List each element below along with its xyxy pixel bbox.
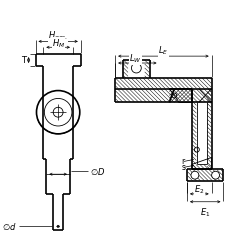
Text: $\varnothing d$: $\varnothing d$	[2, 221, 17, 232]
Text: $E_1$: $E_1$	[200, 207, 210, 219]
Text: $H_M$: $H_M$	[52, 37, 65, 50]
Circle shape	[212, 171, 220, 179]
Text: T: T	[21, 56, 26, 64]
Text: $\varnothing D$: $\varnothing D$	[90, 166, 105, 177]
Text: $L_E$: $L_E$	[158, 45, 168, 58]
Circle shape	[191, 171, 199, 179]
Text: $L_W$: $L_W$	[129, 53, 142, 65]
Text: r: r	[181, 157, 184, 166]
Text: $E_2$: $E_2$	[194, 184, 204, 196]
Text: s: s	[181, 163, 185, 172]
Text: $H_{ges.}$: $H_{ges.}$	[48, 30, 68, 43]
